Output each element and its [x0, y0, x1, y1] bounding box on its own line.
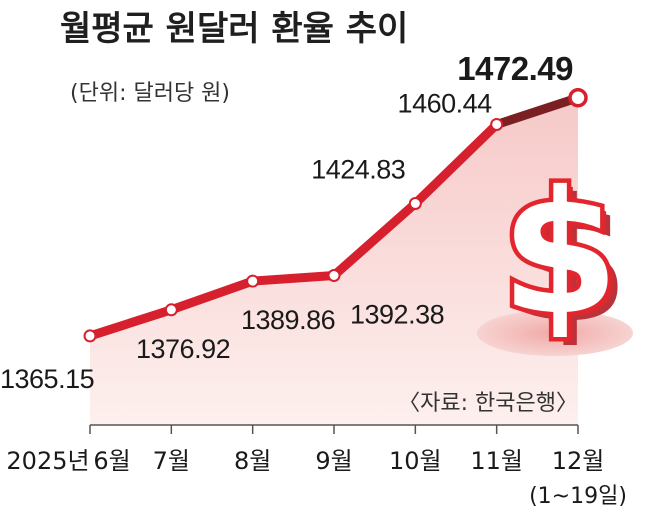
unit-note: (단위: 달러당 원) [70, 81, 230, 106]
area-fill [90, 97, 578, 425]
data-point [408, 197, 422, 211]
series-markers [83, 88, 588, 343]
data-label: 1389.86 [241, 305, 335, 335]
line-segment [166, 276, 258, 315]
x-tick-label: 12월 [552, 447, 605, 475]
line-segment [85, 305, 176, 341]
line-segment [410, 119, 502, 209]
data-point [327, 269, 341, 283]
svg-text:$: $ [501, 155, 619, 353]
x-axis-year: 2025년 [6, 447, 89, 475]
data-label: 1376.92 [136, 334, 230, 364]
data-point [490, 117, 504, 131]
data-point [83, 329, 97, 343]
x-tick-label: 6월 [93, 447, 130, 475]
line-segment [329, 199, 420, 281]
svg-text:$: $ [511, 163, 629, 361]
x-axis-labels: 6월 7월 8월 9월 10월 11월 12월 [89, 425, 605, 475]
line-segment [492, 93, 583, 129]
svg-text:$: $ [507, 159, 625, 357]
data-label: 1365.15 [0, 364, 94, 394]
x-tick-label: 8월 [234, 447, 271, 475]
dollar-sign-icon: $ $ $ [477, 151, 633, 361]
x-tick-label: 10월 [389, 447, 442, 475]
series-lines [85, 93, 583, 341]
x-tick-label: 7월 [153, 447, 190, 475]
chart-title: 월평균 원달러 환율 추이 [60, 9, 408, 49]
data-label: 1460.44 [398, 88, 493, 118]
x-tick-label: 11월 [470, 447, 523, 475]
data-labels: 1365.15 1376.92 1389.86 1392.38 1424.83 1460.… [0, 50, 574, 394]
x-tick-label: 9월 [315, 447, 352, 475]
line-segment [248, 271, 339, 286]
data-point [164, 303, 178, 317]
data-label: 1392.38 [350, 300, 444, 330]
data-label: 1424.83 [311, 155, 405, 185]
data-point [568, 88, 588, 108]
data-point [246, 274, 260, 288]
data-label: 1472.49 [457, 50, 573, 87]
x-axis-sublabel: (1~19일) [529, 484, 627, 509]
source-note: 〈자료: 한국은행〉 [398, 391, 578, 416]
